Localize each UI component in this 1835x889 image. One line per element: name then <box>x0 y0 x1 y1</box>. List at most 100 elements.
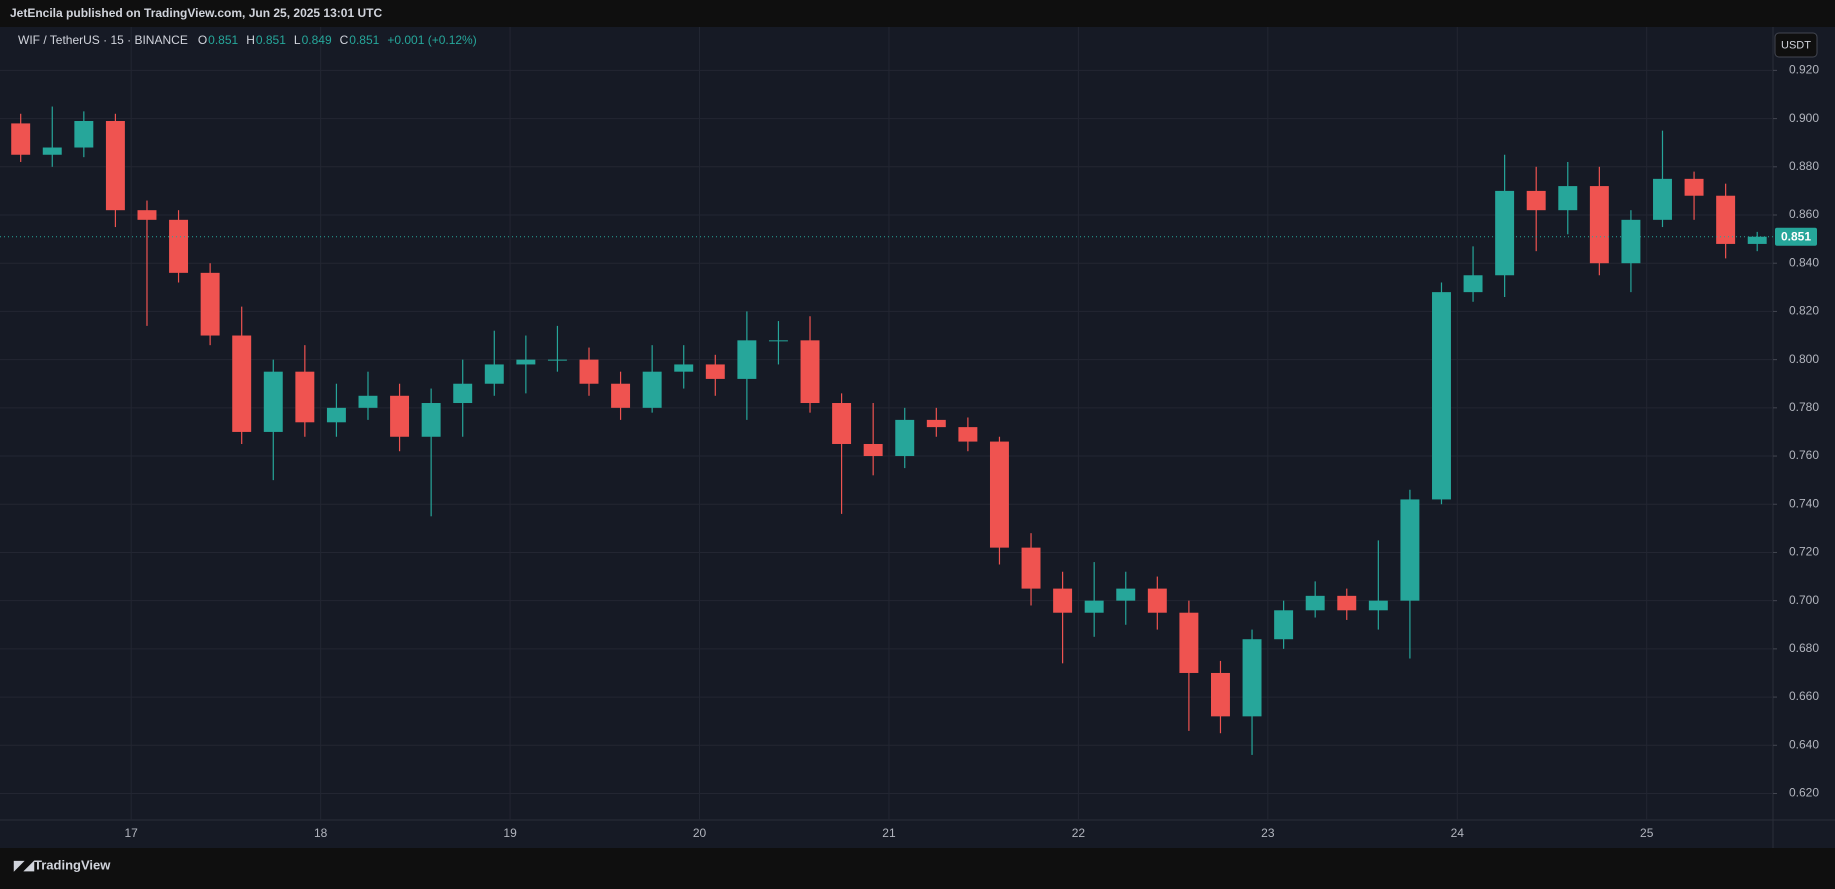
legend: WIF / TetherUS · 15 · BINANCE O 0.851 H 0.85… <box>18 33 477 47</box>
candle-body <box>958 427 978 442</box>
y-tick-label: 0.880 <box>1789 159 1819 173</box>
candle-body <box>484 364 504 384</box>
y-tick-label: 0.720 <box>1789 545 1819 559</box>
grid <box>0 27 1777 820</box>
candle-body <box>1084 600 1104 613</box>
candle-body <box>705 364 725 379</box>
candle-body <box>1747 236 1767 244</box>
candle-body <box>863 443 883 457</box>
candle-body <box>800 340 820 404</box>
candle-body <box>611 383 631 408</box>
candle-body <box>768 340 788 342</box>
candle-body <box>453 383 473 404</box>
y-tick-label: 0.680 <box>1789 641 1819 655</box>
candle-body <box>1053 588 1073 613</box>
y-tick-label: 0.740 <box>1789 496 1819 510</box>
currency-label[interactable]: USDT <box>1781 39 1811 51</box>
x-tick-label: 20 <box>693 826 707 840</box>
x-tick-label: 17 <box>125 826 139 840</box>
x-tick-label: 23 <box>1261 826 1275 840</box>
ohlc-value: 0.851 <box>208 33 238 47</box>
candle-body <box>1684 178 1704 196</box>
candle-body <box>547 359 567 361</box>
y-tick-label: 0.780 <box>1789 400 1819 414</box>
candle-body <box>895 419 915 457</box>
candle-body <box>674 364 694 372</box>
candle-body <box>1495 190 1515 276</box>
y-tick-label: 0.640 <box>1789 737 1819 751</box>
candle-body <box>1558 186 1578 211</box>
x-tick-label: 25 <box>1640 826 1654 840</box>
candle-body <box>74 121 94 148</box>
candle-body <box>390 395 410 437</box>
candle-body <box>358 395 378 408</box>
candle-body <box>1368 600 1388 611</box>
change: +0.001 (+0.12%) <box>387 33 476 47</box>
y-tick-label: 0.840 <box>1789 255 1819 269</box>
candle-body <box>642 371 662 408</box>
candle-body <box>11 123 31 155</box>
candle-body <box>42 147 62 155</box>
candle-body <box>200 272 220 336</box>
currency-button[interactable] <box>1774 32 1818 58</box>
candle-body <box>989 441 1009 548</box>
candle-body <box>1210 672 1230 717</box>
candle-body <box>832 403 852 444</box>
price-axis <box>1773 27 1835 820</box>
y-tick-label: 0.900 <box>1789 111 1819 125</box>
logo-mark: ◤◢ <box>13 857 35 872</box>
candle-body <box>1242 639 1262 717</box>
candle-body <box>263 371 283 432</box>
candle-body <box>1179 612 1199 673</box>
candle-body <box>1621 219 1641 264</box>
candle-body <box>1589 186 1609 264</box>
last-price-badge <box>1775 227 1817 246</box>
candle-body <box>421 403 441 437</box>
candle-body <box>579 359 599 384</box>
candle-body <box>1147 588 1167 613</box>
ohlc-label: O <box>198 33 207 47</box>
candle-body <box>232 335 252 432</box>
candle-body <box>169 219 189 273</box>
x-tick-label: 22 <box>1072 826 1086 840</box>
y-tick-label: 0.800 <box>1789 352 1819 366</box>
candle-body <box>1653 178 1672 220</box>
x-tick-label: 21 <box>882 826 896 840</box>
candle-body <box>1337 595 1357 611</box>
candle-body <box>1116 588 1136 601</box>
candle-body <box>1305 595 1325 611</box>
footer-brand: TradingView <box>34 857 111 872</box>
candle-body <box>1432 292 1451 500</box>
candle-body <box>1463 275 1483 293</box>
ohlc-label: H <box>246 33 255 47</box>
candle-body <box>326 407 346 423</box>
candle-body <box>1400 499 1420 601</box>
candle-body <box>926 419 946 428</box>
candle-body <box>105 121 125 211</box>
published-note: JetEncila published on TradingView.com, … <box>10 6 382 20</box>
candle-body <box>1021 547 1041 589</box>
ohlc-value: 0.851 <box>256 33 286 47</box>
ohlc-value: 0.851 <box>349 33 379 47</box>
x-tick-label: 24 <box>1451 826 1465 840</box>
y-tick-label: 0.920 <box>1789 63 1819 77</box>
candle-body <box>737 340 757 379</box>
y-tick-label: 0.860 <box>1789 207 1819 221</box>
y-tick-label: 0.620 <box>1789 786 1819 800</box>
y-tick-label: 0.760 <box>1789 448 1819 462</box>
ohlc-label: C <box>340 33 349 47</box>
candle-body <box>137 210 157 220</box>
candle-body <box>1274 610 1294 640</box>
y-tick-label: 0.700 <box>1789 593 1819 607</box>
candle-body <box>1716 195 1736 244</box>
candle-body <box>1526 190 1546 211</box>
y-tick-label: 0.660 <box>1789 689 1819 703</box>
last-price-label: 0.851 <box>1781 229 1811 243</box>
candles <box>0 106 1773 755</box>
candle-body <box>295 371 315 423</box>
symbol: WIF / TetherUS · 15 · BINANCE <box>18 33 188 47</box>
candle-body <box>516 359 536 365</box>
x-tick-label: 18 <box>314 826 328 840</box>
plot-area <box>0 27 1773 820</box>
